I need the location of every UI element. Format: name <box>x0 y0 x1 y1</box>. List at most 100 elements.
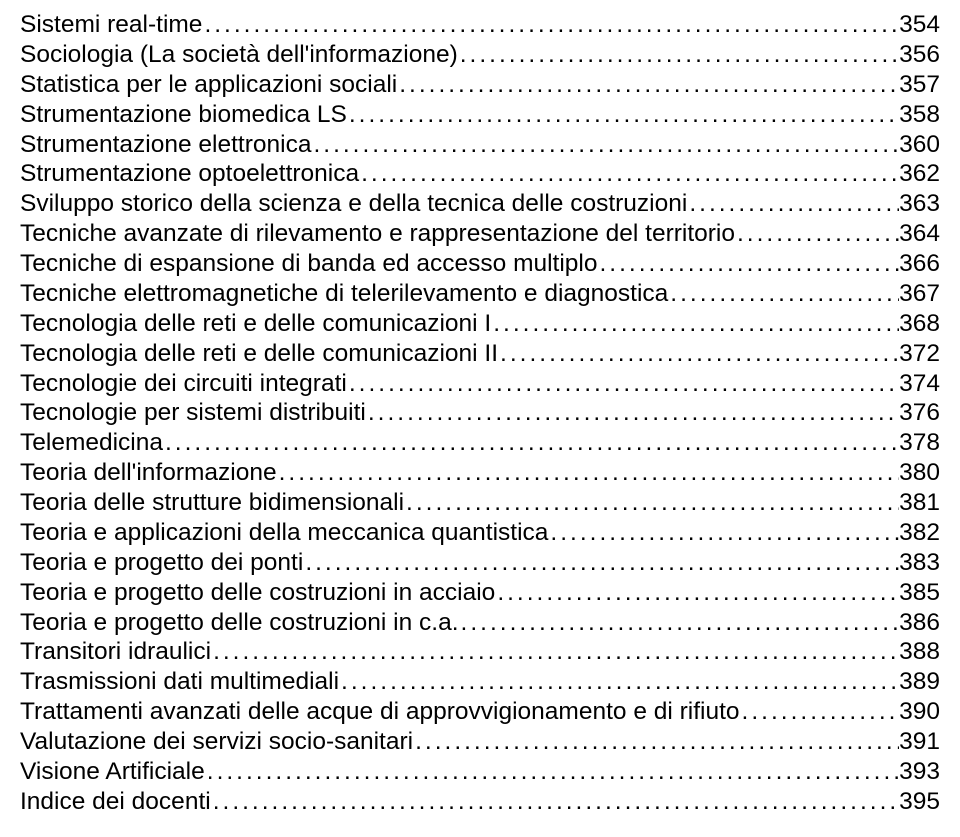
toc-entry-label: Tecnologia delle reti e delle comunicazi… <box>20 309 491 339</box>
toc-entry-label: Tecnologie per sistemi distribuiti <box>20 398 366 428</box>
toc-entry-label: Indice dei docenti <box>20 787 211 817</box>
toc-entry: Tecnologie dei circuiti integrati 374 <box>20 369 940 399</box>
toc-entry: Tecnologia delle reti e delle comunicazi… <box>20 309 940 339</box>
toc-entry: Teoria e progetto dei ponti383 <box>20 548 940 578</box>
toc-entry-page: 385 <box>899 578 940 608</box>
toc-entry: Valutazione dei servizi socio-sanitari 39… <box>20 727 940 757</box>
toc-entry-label: Teoria delle strutture bidimensionali <box>20 488 404 518</box>
toc-entry-page: 376 <box>899 398 940 428</box>
toc-entry-label: Tecniche elettromagnetiche di telerileva… <box>20 279 668 309</box>
toc-entry-page: 357 <box>899 70 940 100</box>
toc-entry-label: Teoria e progetto delle costruzioni in a… <box>20 578 495 608</box>
toc-leader-dots <box>277 458 899 488</box>
toc-entry: Trasmissioni dati multimediali 389 <box>20 667 940 697</box>
toc-leader-dots <box>339 667 899 697</box>
toc-entry: Trattamenti avanzati delle acque di appr… <box>20 697 940 727</box>
toc-entry: Visione Artificiale 393 <box>20 757 940 787</box>
toc-leader-dots <box>359 159 899 189</box>
toc-entry-page: 366 <box>899 249 940 279</box>
toc-entry: Sociologia (La società dell'informazione… <box>20 40 940 70</box>
toc-entry: Sistemi real-time 354 <box>20 10 940 40</box>
toc-entry-label: Teoria e progetto delle costruzioni in c… <box>20 608 459 638</box>
toc-entry-page: 372 <box>899 339 940 369</box>
toc-entry: Strumentazione optoelettronica 362 <box>20 159 940 189</box>
toc-list: Sistemi real-time 354 Sociologia (La socie… <box>20 10 940 817</box>
toc-entry-page: 393 <box>899 757 940 787</box>
toc-entry-page: 378 <box>899 428 940 458</box>
toc-entry: Teoria delle strutture bidimensionali 381 <box>20 488 940 518</box>
toc-leader-dots <box>413 727 899 757</box>
toc-entry: Transitori idraulici 388 <box>20 637 940 667</box>
toc-entry-label: Tecnologia delle reti e delle comunicazi… <box>20 339 498 369</box>
toc-entry-page: 382 <box>899 518 940 548</box>
toc-leader-dots <box>495 578 899 608</box>
toc-entry-page: 380 <box>899 458 940 488</box>
toc-entry: Telemedicina 378 <box>20 428 940 458</box>
toc-entry-page: 395 <box>899 787 940 817</box>
toc-entry: Tecniche di espansione di banda ed acces… <box>20 249 940 279</box>
toc-entry: Strumentazione elettronica360 <box>20 130 940 160</box>
toc-leader-dots <box>498 339 899 369</box>
toc-entry-page: 381 <box>899 488 940 518</box>
toc-leader-dots <box>347 100 899 130</box>
toc-entry-page: 362 <box>899 159 940 189</box>
toc-leader-dots <box>458 40 899 70</box>
toc-entry: Statistica per le applicazioni sociali 35… <box>20 70 940 100</box>
toc-entry-label: Tecniche di espansione di banda ed acces… <box>20 249 598 279</box>
toc-entry-page: 356 <box>899 40 940 70</box>
toc-leader-dots <box>311 130 899 160</box>
toc-leader-dots <box>211 637 899 667</box>
toc-entry-page: 374 <box>899 369 940 399</box>
toc-leader-dots <box>459 608 900 638</box>
toc-entry-label: Sociologia (La società dell'informazione… <box>20 40 458 70</box>
toc-leader-dots <box>687 189 899 219</box>
toc-leader-dots <box>397 70 899 100</box>
toc-entry: Teoria dell'informazione 380 <box>20 458 940 488</box>
toc-entry: Strumentazione biomedica LS 358 <box>20 100 940 130</box>
toc-leader-dots <box>211 787 899 817</box>
toc-entry-label: Teoria e progetto dei ponti <box>20 548 303 578</box>
toc-leader-dots <box>202 10 899 40</box>
toc-entry-label: Visione Artificiale <box>20 757 205 787</box>
toc-entry-page: 358 <box>899 100 940 130</box>
toc-entry-label: Teoria e applicazioni della meccanica qu… <box>20 518 548 548</box>
toc-leader-dots <box>163 428 899 458</box>
toc-entry-label: Sistemi real-time <box>20 10 202 40</box>
toc-entry-label: Valutazione dei servizi socio-sanitari <box>20 727 413 757</box>
toc-entry-page: 389 <box>899 667 940 697</box>
toc-leader-dots <box>548 518 899 548</box>
toc-leader-dots <box>347 369 899 399</box>
toc-entry: Indice dei docenti 395 <box>20 787 940 817</box>
toc-leader-dots <box>491 309 899 339</box>
toc-entry: Teoria e progetto delle costruzioni in a… <box>20 578 940 608</box>
toc-leader-dots <box>598 249 900 279</box>
toc-entry-label: Strumentazione elettronica <box>20 130 311 160</box>
toc-entry-page: 363 <box>899 189 940 219</box>
toc-entry: Teoria e progetto delle costruzioni in c… <box>20 608 940 638</box>
toc-entry: Tecnologie per sistemi distribuiti 376 <box>20 398 940 428</box>
toc-entry-label: Tecniche avanzate di rilevamento e rappr… <box>20 219 735 249</box>
toc-entry-label: Tecnologie dei circuiti integrati <box>20 369 347 399</box>
toc-entry-page: 367 <box>899 279 940 309</box>
toc-page: Sistemi real-time 354 Sociologia (La socie… <box>0 0 960 837</box>
toc-entry-label: Statistica per le applicazioni sociali <box>20 70 397 100</box>
toc-leader-dots <box>668 279 899 309</box>
toc-entry-page: 391 <box>899 727 940 757</box>
toc-entry-page: 386 <box>899 608 940 638</box>
toc-leader-dots <box>735 219 899 249</box>
toc-entry-label: Telemedicina <box>20 428 163 458</box>
toc-entry-label: Strumentazione biomedica LS <box>20 100 347 130</box>
toc-entry-label: Teoria dell'informazione <box>20 458 277 488</box>
toc-entry: Teoria e applicazioni della meccanica qu… <box>20 518 940 548</box>
toc-leader-dots <box>740 697 900 727</box>
toc-entry: Tecnologia delle reti e delle comunicazi… <box>20 339 940 369</box>
toc-entry-label: Strumentazione optoelettronica <box>20 159 359 189</box>
toc-entry: Sviluppo storico della scienza e della t… <box>20 189 940 219</box>
toc-entry: Tecniche elettromagnetiche di telerileva… <box>20 279 940 309</box>
toc-entry-page: 354 <box>899 10 940 40</box>
toc-entry-label: Trasmissioni dati multimediali <box>20 667 339 697</box>
toc-entry-page: 388 <box>899 637 940 667</box>
toc-entry-page: 390 <box>899 697 940 727</box>
toc-entry: Tecniche avanzate di rilevamento e rappr… <box>20 219 940 249</box>
toc-entry-label: Transitori idraulici <box>20 637 211 667</box>
